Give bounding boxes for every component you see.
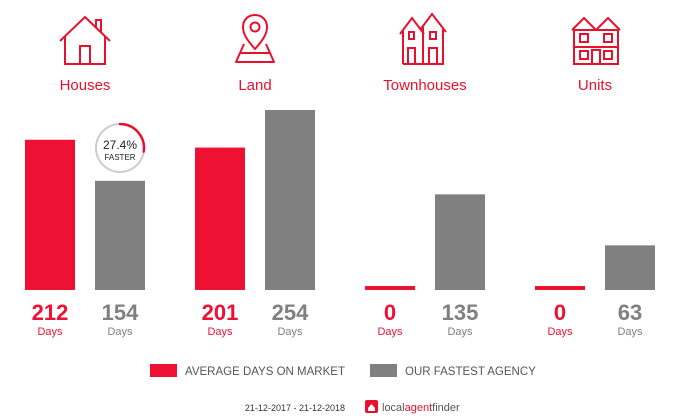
value-label-houses-fastest: 154	[102, 300, 139, 325]
unit-label-townhouses-average: Days	[377, 326, 403, 338]
house-icon	[59, 15, 111, 65]
brand-logo: localagentfinder	[365, 400, 460, 414]
bar-units-average	[535, 286, 585, 290]
bar-land-fastest	[265, 110, 315, 290]
legend-label-fastest: OUR FASTEST AGENCY	[405, 366, 536, 378]
unit-label-land-fastest: Days	[277, 326, 303, 338]
faster-badge-label: FASTER	[104, 153, 135, 162]
brand-logo-text: localagentfinder	[382, 402, 460, 414]
bar-land-average	[195, 147, 245, 290]
category-label-townhouses: Townhouses	[383, 77, 466, 94]
category-label-houses: Houses	[60, 77, 111, 94]
legend-label-average: AVERAGE DAYS ON MARKET	[185, 366, 345, 378]
unit-label-houses-fastest: Days	[107, 326, 133, 338]
value-label-units-fastest: 63	[618, 300, 642, 325]
bar-townhouses-fastest	[435, 194, 485, 290]
legend-swatch-fastest	[370, 364, 397, 377]
value-label-townhouses-average: 0	[384, 300, 396, 325]
legend-swatch-average	[150, 364, 177, 377]
faster-badge: 27.4% FASTER	[95, 122, 146, 173]
bar-houses-fastest	[95, 180, 145, 290]
value-label-townhouses-fastest: 135	[442, 300, 479, 325]
value-label-units-average: 0	[554, 300, 566, 325]
category-label-land: Land	[238, 77, 271, 94]
bar-units-fastest	[605, 245, 655, 290]
value-label-houses-average: 212	[32, 300, 69, 325]
faster-badge-arc	[118, 122, 146, 153]
legend: AVERAGE DAYS ON MARKET OUR FASTEST AGENC…	[150, 364, 536, 378]
value-label-land-fastest: 254	[272, 300, 309, 325]
bar-houses-average	[25, 139, 75, 290]
unit-label-houses-average: Days	[37, 326, 63, 338]
units-icon	[571, 16, 621, 65]
unit-label-townhouses-fastest: Days	[447, 326, 473, 338]
brand-logo-icon-glyph	[368, 404, 375, 411]
map-pin-icon	[235, 14, 275, 63]
unit-label-units-average: Days	[547, 326, 573, 338]
bars-group: 212Days154Days201Days254Days0Days135Days…	[25, 110, 655, 338]
bar-townhouses-average	[365, 286, 415, 290]
faster-badge-value: 27.4%	[103, 138, 137, 152]
unit-label-units-fastest: Days	[617, 326, 643, 338]
category-label-units: Units	[578, 77, 612, 94]
townhouses-icon	[399, 12, 447, 65]
value-label-land-average: 201	[202, 300, 239, 325]
footer-date-range: 21-12-2017 - 21-12-2018	[245, 403, 345, 413]
unit-label-land-average: Days	[207, 326, 233, 338]
